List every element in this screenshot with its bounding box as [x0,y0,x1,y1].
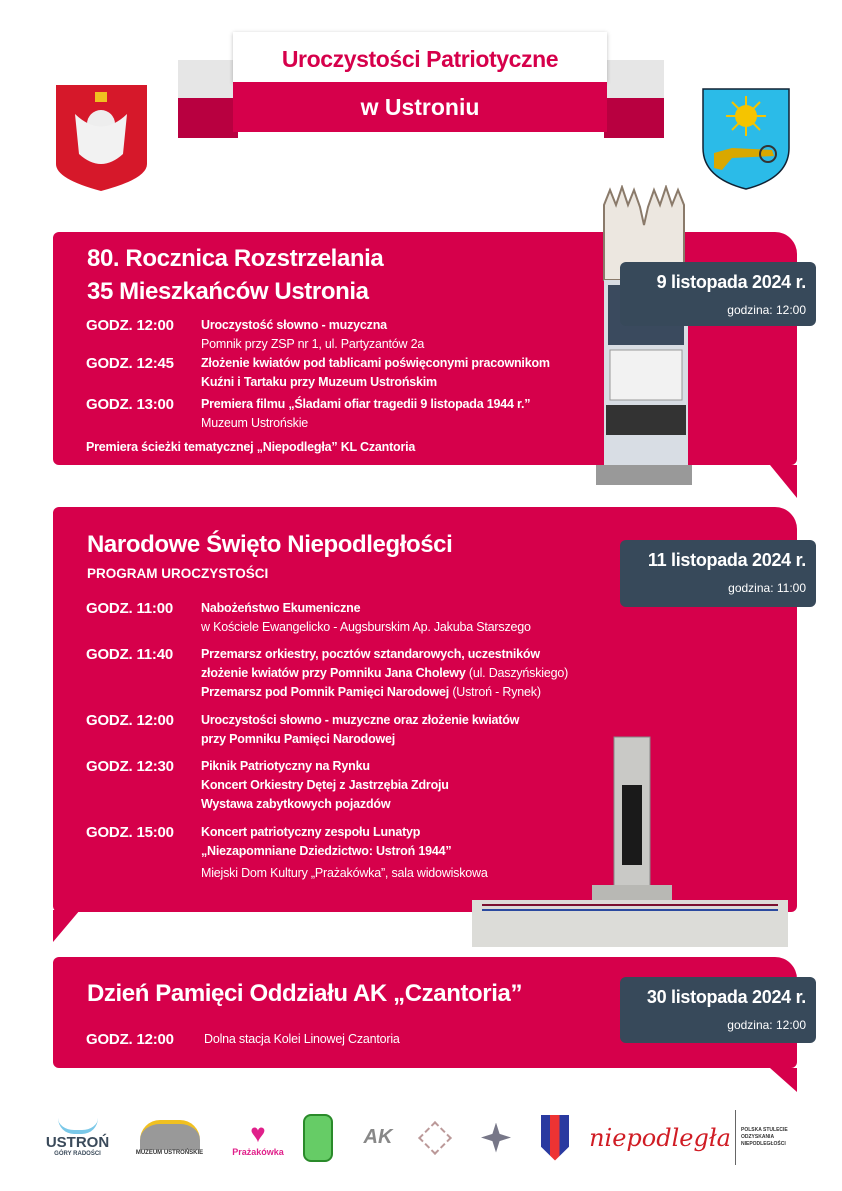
event-location: w Kościele Ewangelicko - Augsburskim Ap.… [201,620,531,634]
section1-title-line2: 35 Mieszkańców Ustronia [87,278,369,305]
logo-text: USTROŃ [45,1134,110,1151]
schedule-item: GODZ. 12:00 Dolna stacja Kolei Linowej C… [86,1030,400,1050]
ribbon-left-white [178,60,238,98]
event-location: Miejski Dom Kultury „Prażakówka”, sala w… [201,866,488,880]
event-time: GODZ. 11:40 [86,646,174,663]
event-date: 11 listopada 2024 r. [647,550,806,570]
ak-logo: AK [363,1126,393,1148]
ustron-coat-of-arms [702,88,790,190]
event-hour: godzina: 11:00 [728,581,806,595]
schedule-item: GODZ. 12:45 Złożenie kwiatów pod tablica… [86,354,550,392]
event-date: 30 listopada 2024 r. [646,987,806,1007]
ribbon-right-white [604,60,664,98]
event-time: GODZ. 12:00 [86,1031,174,1048]
title-line1: Uroczystości Patriotyczne [233,32,607,82]
date-box-1: 9 listopada 2024 r. godzina: 12:00 [620,262,816,326]
event-date: 9 listopada 2024 r. [656,272,807,292]
date-box-2: 11 listopada 2024 r. godzina: 11:00 [620,540,816,607]
event-location: Muzeum Ustrońskie [201,416,309,430]
logo-text: Prażakówka [232,1146,284,1157]
event-title: Premiera filmu „Śladami ofiar tragedii 9… [201,397,531,411]
section1-title-line1: 80. Rocznica Rozstrzelania [87,245,384,272]
niepodlegla-logo: niepodległa [589,1123,731,1152]
event-location: Pomnik przy ZSP nr 1, ul. Partyzantów 2a [201,337,425,351]
logo-subtext: GÓRY RADOŚCI [54,1151,101,1157]
event-title-cont: Wystawa zabytkowych pojazdów [201,797,391,811]
monument-photo-hands [596,183,692,485]
schedule-item: GODZ. 11:40 Przemarsz orkiestry, pocztów… [86,645,568,702]
event-title: Złożenie kwiatów pod tablicami poświęcon… [201,356,550,370]
event-title: Przemarsz orkiestry, pocztów sztandarowy… [201,647,540,661]
pzwpor-logo [538,1110,572,1165]
event-title: Uroczystości słowno - muzyczne oraz złoż… [201,713,520,727]
section2-title: Narodowe Święto Niepodległości [87,531,453,558]
date-box-3: 30 listopada 2024 r. godzina: 12:00 [620,977,816,1043]
event-title-cont: przy Pomniku Pamięci Narodowej [201,732,396,746]
schedule-item: GODZ. 15:00 Koncert patriotyczny zespołu… [86,823,488,883]
event-location: Dolna stacja Kolei Linowej Czantoria [204,1032,400,1046]
event-hour: godzina: 12:00 [727,303,806,317]
event-time: GODZ. 15:00 [86,824,174,841]
event-title-cont: Przemarsz pod Pomnik Pamięci Narodowej [201,685,450,699]
section-tail [770,465,797,498]
star-cross-logo [474,1110,518,1165]
event-title-cont: „Niezapomniane Dziedzictwo: Ustroń 1944” [201,844,452,858]
section3-title: Dzień Pamięci Oddziału AK „Czantoria” [87,980,523,1007]
event-title: Koncert patriotyczny zespołu Lunatyp [201,825,421,839]
event-time: GODZ. 12:30 [86,758,174,775]
schedule-item: GODZ. 12:00 Uroczystość słowno - muzyczn… [86,316,424,354]
section1-footer: Premiera ścieżki tematycznej „Niepodległ… [86,440,416,454]
event-location: (ul. Daszyńskiego) [465,666,569,680]
event-time: GODZ. 12:00 [86,317,174,334]
badge-logo [300,1110,336,1165]
event-time: GODZ. 11:00 [86,600,174,617]
section-tail [53,910,80,942]
event-title: Piknik Patriotyczny na Rynku [201,759,370,773]
polish-eagle-emblem [55,84,148,192]
event-time: GODZ. 12:00 [86,712,174,729]
muzeum-logo: MUZEUM USTROŃSKIE [132,1110,207,1165]
stulecie-logo: POLSKA STULECIE ODZYSKANIA NIEPODLEGŁOŚC… [735,1110,813,1165]
monument-photo-pomnik [472,735,788,947]
schedule-item: GODZ. 11:00 Nabożeństwo Ekumeniczne w Koś… [86,599,531,637]
event-title: Uroczystość słowno - muzyczna [201,318,387,332]
event-time: GODZ. 12:45 [86,355,174,372]
section2-subtitle: PROGRAM UROCZYSTOŚCI [87,566,269,581]
event-title: Nabożeństwo Ekumeniczne [201,601,361,615]
cross-logo [415,1110,455,1165]
ribbon-left-red [178,98,238,138]
event-title-cont: Kuźni i Tartaku przy Muzeum Ustrońskim [201,375,437,389]
event-title-cont: złożenie kwiatów przy Pomniku Jana Chole… [201,666,466,680]
schedule-item: GODZ. 13:00 Premiera filmu „Śladami ofia… [86,395,531,433]
logo-text: MUZEUM USTROŃSKIE [135,1149,204,1156]
prazakowka-logo: ♥ Prażakówka [232,1117,284,1157]
title-line2: w Ustroniu [233,82,607,132]
event-location: (Ustroń - Rynek) [449,685,541,699]
schedule-item: GODZ. 12:30 Piknik Patriotyczny na Rynku… [86,757,449,814]
schedule-item: GODZ. 12:00 Uroczystości słowno - muzycz… [86,711,519,749]
event-hour: godzina: 12:00 [727,1018,806,1032]
ribbon-right-red [604,98,664,138]
ustron-logo: USTROŃ GÓRY RADOŚCI [40,1110,115,1165]
event-title-cont: Koncert Orkiestry Dętej z Jastrzębia Zdr… [201,778,449,792]
section-tail [770,1068,797,1092]
event-time: GODZ. 13:00 [86,396,174,413]
